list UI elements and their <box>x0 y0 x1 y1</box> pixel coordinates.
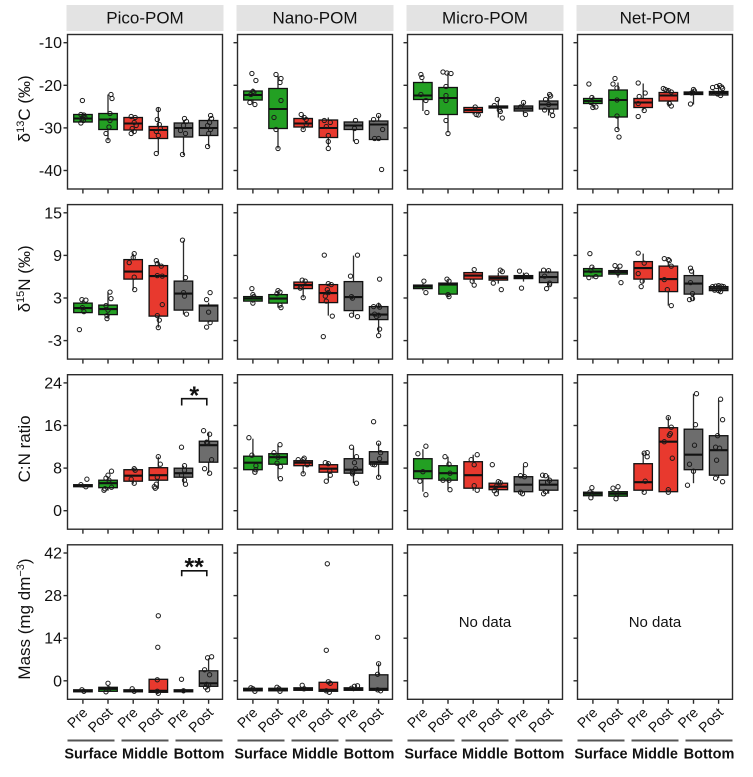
svg-text:3: 3 <box>53 291 62 308</box>
svg-text:0: 0 <box>53 673 62 690</box>
svg-text:Surface: Surface <box>404 747 457 763</box>
svg-text:Nano-POM: Nano-POM <box>272 9 357 28</box>
svg-text:-30: -30 <box>39 120 62 137</box>
svg-text:-20: -20 <box>39 78 62 95</box>
svg-text:Middle: Middle <box>122 747 168 763</box>
svg-text:Middle: Middle <box>292 747 338 763</box>
svg-text:Bottom: Bottom <box>344 747 395 763</box>
svg-text:Micro-POM: Micro-POM <box>442 9 528 28</box>
svg-text:Pico-POM: Pico-POM <box>106 9 183 28</box>
svg-text:*: * <box>189 382 199 410</box>
svg-text:42: 42 <box>44 546 62 563</box>
svg-text:Bottom: Bottom <box>514 747 565 763</box>
svg-text:No data: No data <box>629 614 682 631</box>
svg-text:No data: No data <box>459 614 512 631</box>
svg-text:28: 28 <box>44 588 62 605</box>
svg-text:16: 16 <box>44 418 62 435</box>
svg-text:Net-POM: Net-POM <box>620 9 691 28</box>
svg-text:δ15N (‰): δ15N (‰) <box>15 245 34 312</box>
svg-text:0: 0 <box>53 503 62 520</box>
svg-text:C:N ratio: C:N ratio <box>15 415 34 482</box>
svg-text:-10: -10 <box>39 35 62 52</box>
svg-text:9: 9 <box>53 248 62 265</box>
svg-text:Middle: Middle <box>632 747 678 763</box>
svg-text:Surface: Surface <box>574 747 627 763</box>
svg-text:14: 14 <box>44 631 62 648</box>
svg-text:**: ** <box>184 553 204 581</box>
svg-text:8: 8 <box>53 461 62 478</box>
svg-text:-40: -40 <box>39 163 62 180</box>
svg-text:Bottom: Bottom <box>174 747 225 763</box>
svg-text:-3: -3 <box>48 333 62 350</box>
svg-text:15: 15 <box>44 205 62 222</box>
svg-text:Bottom: Bottom <box>684 747 735 763</box>
svg-text:24: 24 <box>44 375 62 392</box>
svg-text:Middle: Middle <box>462 747 508 763</box>
svg-text:Mass (mg dm−3): Mass (mg dm−3) <box>15 558 34 679</box>
svg-text:Surface: Surface <box>234 747 287 763</box>
svg-text:Surface: Surface <box>64 747 117 763</box>
